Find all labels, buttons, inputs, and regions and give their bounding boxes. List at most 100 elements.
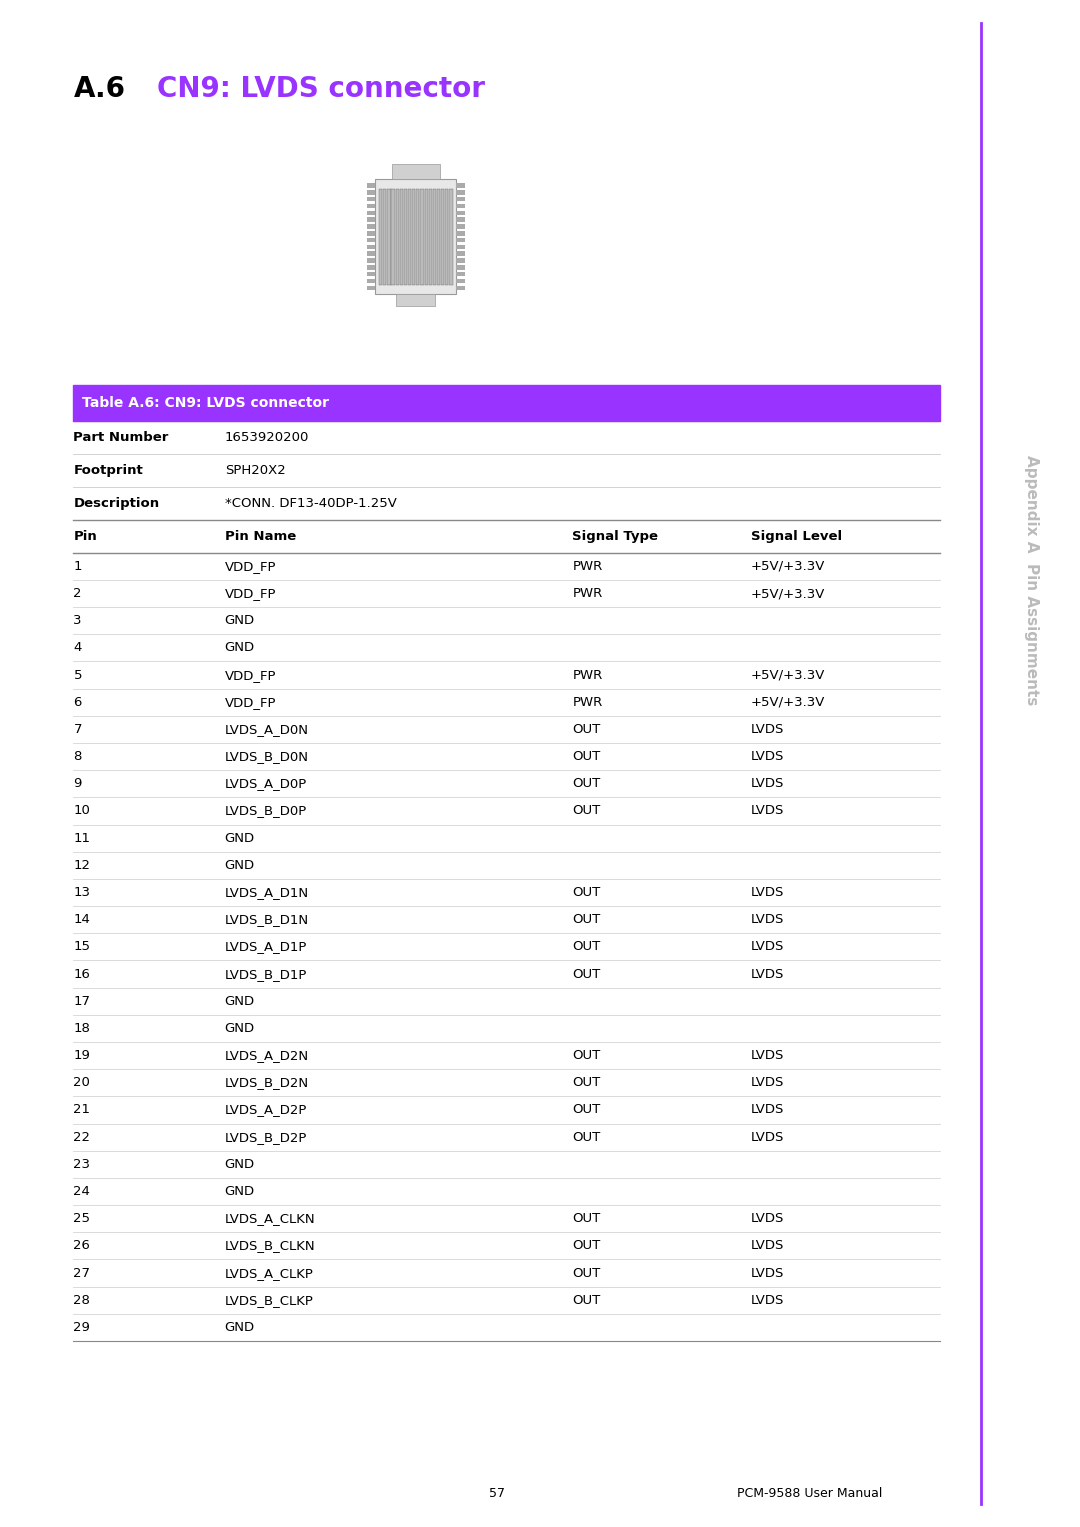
Bar <box>441 188 444 284</box>
Text: Footprint: Footprint <box>73 464 144 478</box>
Bar <box>400 188 403 284</box>
Text: PWR: PWR <box>572 669 603 681</box>
Bar <box>457 203 465 208</box>
Text: 4: 4 <box>73 641 82 655</box>
Bar <box>457 224 465 229</box>
Bar <box>391 188 394 284</box>
Text: 8: 8 <box>73 750 82 764</box>
Text: LVDS: LVDS <box>751 1077 784 1089</box>
Text: LVDS_A_D0N: LVDS_A_D0N <box>225 722 309 736</box>
Text: 17: 17 <box>73 994 91 1008</box>
Text: Appendix A  Pin Assignments: Appendix A Pin Assignments <box>1024 455 1039 705</box>
Text: GND: GND <box>225 1185 255 1199</box>
Bar <box>379 188 382 284</box>
Text: Signal Type: Signal Type <box>572 530 659 544</box>
Text: OUT: OUT <box>572 1104 600 1116</box>
Bar <box>457 189 465 194</box>
Text: VDD_FP: VDD_FP <box>225 586 276 600</box>
Bar <box>396 293 435 305</box>
Text: 20: 20 <box>73 1077 91 1089</box>
Text: LVDS: LVDS <box>751 1293 784 1307</box>
Text: +5V/+3.3V: +5V/+3.3V <box>751 560 825 573</box>
Text: OUT: OUT <box>572 913 600 927</box>
Text: PCM-9588 User Manual: PCM-9588 User Manual <box>738 1487 882 1500</box>
Bar <box>367 266 376 270</box>
Text: VDD_FP: VDD_FP <box>225 669 276 681</box>
Text: GND: GND <box>225 1022 255 1035</box>
Text: OUT: OUT <box>572 1266 600 1280</box>
Text: LVDS: LVDS <box>751 968 784 980</box>
Bar <box>416 188 419 284</box>
Text: VDD_FP: VDD_FP <box>225 696 276 709</box>
Text: GND: GND <box>225 858 255 872</box>
Text: *CONN. DF13-40DP-1.25V: *CONN. DF13-40DP-1.25V <box>225 496 396 510</box>
Text: LVDS_A_D2N: LVDS_A_D2N <box>225 1049 309 1063</box>
Text: LVDS: LVDS <box>751 941 784 953</box>
Text: LVDS_B_CLKN: LVDS_B_CLKN <box>225 1240 315 1252</box>
Text: 9: 9 <box>73 777 82 791</box>
Bar <box>367 252 376 257</box>
Text: OUT: OUT <box>572 886 600 899</box>
Bar <box>457 211 465 215</box>
Bar <box>367 189 376 194</box>
Text: OUT: OUT <box>572 1293 600 1307</box>
Text: LVDS: LVDS <box>751 805 784 817</box>
Text: GND: GND <box>225 641 255 655</box>
Text: OUT: OUT <box>572 968 600 980</box>
Bar <box>424 188 428 284</box>
Bar <box>367 231 376 235</box>
Text: Table A.6: CN9: LVDS connector: Table A.6: CN9: LVDS connector <box>82 395 329 411</box>
Text: 15: 15 <box>73 941 91 953</box>
Text: Part Number: Part Number <box>73 431 168 444</box>
Text: 1: 1 <box>73 560 82 573</box>
Text: LVDS_B_D1N: LVDS_B_D1N <box>225 913 309 927</box>
Text: 57: 57 <box>489 1487 504 1500</box>
Text: OUT: OUT <box>572 1212 600 1225</box>
Text: 5: 5 <box>73 669 82 681</box>
Text: 2: 2 <box>73 586 82 600</box>
Bar <box>376 180 457 293</box>
Bar <box>457 252 465 257</box>
Text: LVDS_A_D2P: LVDS_A_D2P <box>225 1104 307 1116</box>
Text: 23: 23 <box>73 1157 91 1171</box>
Text: 7: 7 <box>73 722 82 736</box>
Text: PWR: PWR <box>572 586 603 600</box>
Text: 3: 3 <box>73 614 82 628</box>
Bar <box>457 183 465 188</box>
Bar <box>457 266 465 270</box>
Text: LVDS_B_D2P: LVDS_B_D2P <box>225 1130 307 1144</box>
Text: LVDS: LVDS <box>751 1049 784 1063</box>
Text: GND: GND <box>225 994 255 1008</box>
Bar <box>457 279 465 284</box>
Bar <box>408 188 411 284</box>
Text: PWR: PWR <box>572 560 603 573</box>
Text: 6: 6 <box>73 696 82 709</box>
Text: OUT: OUT <box>572 1130 600 1144</box>
Text: LVDS_B_D0P: LVDS_B_D0P <box>225 805 307 817</box>
Text: 18: 18 <box>73 1022 91 1035</box>
Text: 19: 19 <box>73 1049 91 1063</box>
Bar <box>457 258 465 263</box>
Bar <box>367 203 376 208</box>
Bar <box>73 385 940 421</box>
Text: GND: GND <box>225 1321 255 1335</box>
Text: LVDS_A_D0P: LVDS_A_D0P <box>225 777 307 791</box>
Text: Signal Level: Signal Level <box>751 530 841 544</box>
Bar <box>367 238 376 243</box>
Bar <box>429 188 432 284</box>
Text: OUT: OUT <box>572 1049 600 1063</box>
Text: SPH20X2: SPH20X2 <box>225 464 285 478</box>
Text: 21: 21 <box>73 1104 91 1116</box>
Text: GND: GND <box>225 832 255 844</box>
Text: +5V/+3.3V: +5V/+3.3V <box>751 586 825 600</box>
Text: 27: 27 <box>73 1266 91 1280</box>
Bar <box>388 188 391 284</box>
Text: Pin: Pin <box>73 530 97 544</box>
Bar <box>433 188 436 284</box>
Text: CN9: LVDS connector: CN9: LVDS connector <box>157 75 485 102</box>
Text: LVDS: LVDS <box>751 913 784 927</box>
Text: LVDS: LVDS <box>751 1240 784 1252</box>
Text: 26: 26 <box>73 1240 91 1252</box>
Bar <box>457 286 465 290</box>
Text: GND: GND <box>225 614 255 628</box>
